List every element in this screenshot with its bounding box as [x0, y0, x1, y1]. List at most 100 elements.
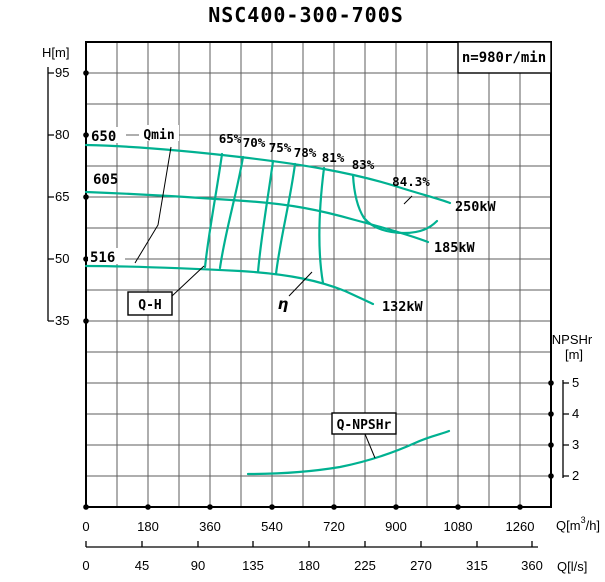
npshr-tick-label: 3: [572, 437, 579, 452]
eta-leader-line: [288, 271, 313, 297]
q-ls-tick-label: 315: [466, 558, 488, 573]
eff-label-83: 83%: [352, 157, 375, 172]
q-tick-label: 1080: [444, 519, 473, 534]
impeller-605-label: 605: [93, 172, 118, 188]
eff-line-78: [274, 162, 297, 276]
grid-horizontal-lines: [86, 72, 551, 477]
qnpshr-box-frame: [331, 412, 397, 435]
q-axis-dot: [455, 504, 461, 510]
eff-line-83: [351, 173, 439, 235]
impeller-labels: 650 605 516 Qmin: [88, 125, 179, 266]
qh-box-label: Q-H: [138, 298, 161, 313]
label-halo: [89, 127, 126, 143]
eta-label: η: [278, 295, 289, 313]
qh-box-frame: [127, 291, 173, 316]
h-tick-label: 80: [55, 127, 69, 142]
efficiency-labels: 65% 70% 75% 78% 81% 83% 84.3%: [219, 131, 431, 189]
q-axis-dot: [207, 504, 213, 510]
qmin-line: [134, 146, 172, 264]
q-tick-label: 720: [323, 519, 345, 534]
power-label-250kw: 250kW: [455, 199, 497, 215]
q-m3h-axis: 0 180 360 540 720 900 1080 1260 Q[m3/h]: [82, 515, 600, 534]
q-ls-tick-label: 45: [135, 558, 149, 573]
pump-curves: [84, 143, 452, 476]
q-tick-label: 360: [199, 519, 221, 534]
eff-label-65: 65%: [219, 131, 242, 146]
efficiency-lines: [203, 152, 439, 285]
q-m3h-axis-title-post: /h]: [586, 518, 600, 533]
npshr-curve: [246, 429, 451, 476]
q-axis-dot: [517, 504, 523, 510]
qnpshr-box-label: Q-NPSHr: [337, 418, 392, 433]
q-m3h-axis-title-pre: Q[m: [556, 518, 581, 533]
h-axis: H[m] 95 80 65 50 35: [42, 45, 69, 328]
impeller-650-label: 650: [91, 129, 116, 145]
eff-label-70: 70%: [243, 135, 266, 150]
npshr-axis: NPSHr [m] 5 4 3 2: [552, 332, 593, 483]
eff-label-75: 75%: [269, 140, 292, 155]
hq-curve-650: [84, 143, 452, 205]
h-axis-dot: [83, 194, 89, 200]
q-axis-dot: [269, 504, 275, 510]
h-axis-dot: [83, 132, 89, 138]
q-tick-label: 900: [385, 519, 407, 534]
h-tick-label: 50: [55, 251, 69, 266]
q-m3h-axis-title-sup: 3: [581, 515, 586, 525]
npshr-tick-label: 5: [572, 375, 579, 390]
grid-vertical-lines: [116, 42, 521, 507]
q-ls-axis: 0 45 90 135 180 225 270 315 360 Q[l/s]: [82, 541, 587, 574]
npshr-tick-label: 4: [572, 406, 579, 421]
q-m3h-axis-title: Q[m3/h]: [556, 515, 600, 533]
h-axis-dot: [83, 318, 89, 324]
npshr-axis-dot: [548, 380, 554, 386]
eff-line-75: [256, 159, 275, 274]
h-axis-dot: [83, 70, 89, 76]
q-tick-label: 0: [82, 519, 89, 534]
impeller-516-label: 516: [90, 250, 115, 266]
h-axis-dot: [83, 256, 89, 262]
chart-title: NSC400-300-700S: [208, 3, 404, 27]
eff-line-70: [218, 155, 245, 270]
plot-border: [85, 41, 552, 508]
q-ls-tick-label: 225: [354, 558, 376, 573]
q-axis-dot: [331, 504, 337, 510]
q-ls-tick-label: 135: [242, 558, 264, 573]
eff-label-84-3: 84.3%: [392, 174, 430, 189]
qnpshr-leader-line: [364, 433, 376, 459]
q-ls-tick-label: 0: [82, 558, 89, 573]
h-tick-label: 95: [55, 65, 69, 80]
h-axis-bracket: [47, 67, 54, 322]
q-tick-label: 540: [261, 519, 283, 534]
eff-label-78: 78%: [294, 145, 317, 160]
eff-line-65: [203, 152, 224, 269]
q-ls-axis-title: Q[l/s]: [557, 559, 587, 574]
speed-note: n=980r/min: [462, 50, 546, 66]
npshr-axis-dot: [548, 473, 554, 479]
npshr-axis-dot: [548, 411, 554, 417]
q-axis-dot: [145, 504, 151, 510]
q-ls-tick-label: 180: [298, 558, 320, 573]
label-halo: [139, 125, 179, 141]
q-axis-dot: [393, 504, 399, 510]
eff-label-81: 81%: [322, 150, 345, 165]
npshr-axis-title: NPSHr: [552, 332, 593, 347]
q-ls-axis-line: [85, 541, 538, 548]
h-tick-label: 65: [55, 189, 69, 204]
eff-line-81: [318, 166, 326, 285]
power-label-185kw: 185kW: [434, 240, 476, 256]
q-ls-tick-label: 90: [191, 558, 205, 573]
npshr-axis-bracket: [562, 380, 569, 478]
power-labels: 250kW 185kW 132kW: [382, 199, 497, 315]
h-axis-title: H[m]: [42, 45, 69, 60]
annotation-lines: [134, 146, 413, 459]
grid: [85, 41, 552, 508]
q-tick-label: 1260: [506, 519, 535, 534]
speed-box-frame: [457, 41, 552, 74]
q-tick-label: 180: [137, 519, 159, 534]
h-tick-label: 35: [55, 313, 69, 328]
qh-leader-line: [171, 265, 205, 297]
axis-dots: [83, 70, 554, 510]
bep-tick-line: [403, 195, 413, 205]
